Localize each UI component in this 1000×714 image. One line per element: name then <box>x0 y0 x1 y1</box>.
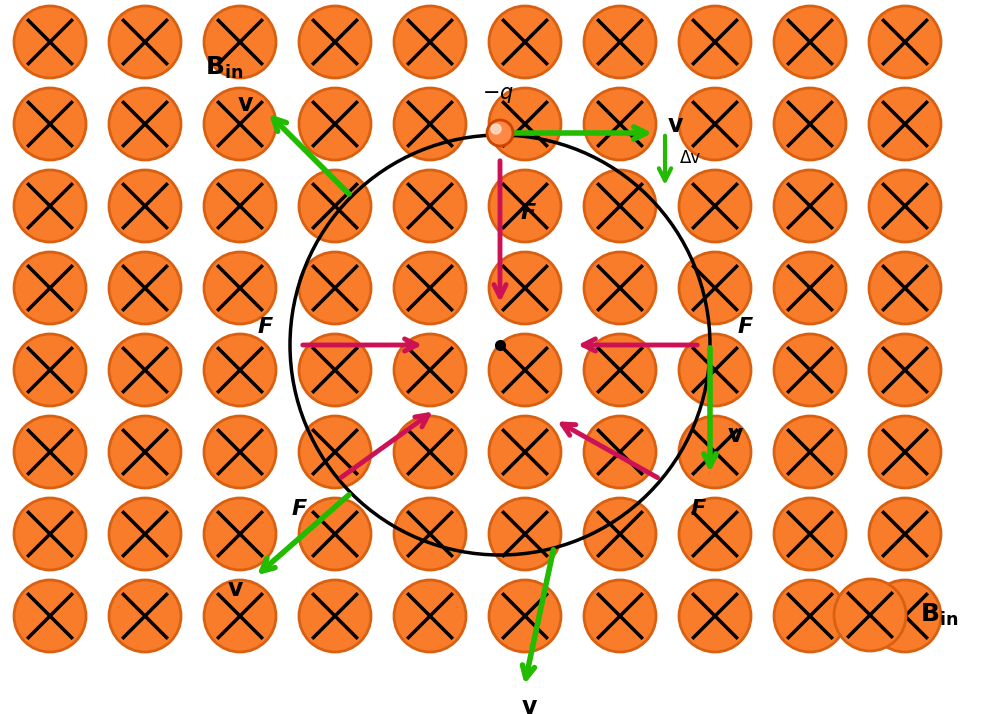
Circle shape <box>204 334 276 406</box>
Circle shape <box>679 6 751 78</box>
Circle shape <box>869 6 941 78</box>
Circle shape <box>109 170 181 242</box>
Text: v: v <box>237 92 253 116</box>
Circle shape <box>679 334 751 406</box>
Circle shape <box>584 88 656 160</box>
Circle shape <box>394 498 466 570</box>
Circle shape <box>109 498 181 570</box>
Circle shape <box>869 88 941 160</box>
Circle shape <box>204 580 276 652</box>
Circle shape <box>489 170 561 242</box>
Circle shape <box>394 580 466 652</box>
Circle shape <box>299 498 371 570</box>
Circle shape <box>584 498 656 570</box>
Circle shape <box>394 88 466 160</box>
Circle shape <box>869 580 941 652</box>
Text: Δv: Δv <box>680 149 701 167</box>
Circle shape <box>584 580 656 652</box>
Circle shape <box>679 88 751 160</box>
Circle shape <box>679 170 751 242</box>
Circle shape <box>299 580 371 652</box>
Circle shape <box>109 580 181 652</box>
Circle shape <box>489 6 561 78</box>
Circle shape <box>14 334 86 406</box>
Circle shape <box>394 6 466 78</box>
Text: v: v <box>727 423 743 447</box>
Text: F: F <box>690 499 706 519</box>
Circle shape <box>584 252 656 324</box>
Circle shape <box>299 416 371 488</box>
Circle shape <box>489 252 561 324</box>
Circle shape <box>489 498 561 570</box>
Text: v: v <box>227 577 243 601</box>
Circle shape <box>869 334 941 406</box>
Circle shape <box>869 170 941 242</box>
Circle shape <box>14 88 86 160</box>
Circle shape <box>109 88 181 160</box>
Circle shape <box>299 170 371 242</box>
Circle shape <box>489 580 561 652</box>
Circle shape <box>679 498 751 570</box>
Circle shape <box>774 416 846 488</box>
Text: F: F <box>737 317 753 337</box>
Circle shape <box>109 334 181 406</box>
Circle shape <box>774 88 846 160</box>
Circle shape <box>204 416 276 488</box>
Circle shape <box>109 252 181 324</box>
Circle shape <box>584 170 656 242</box>
Circle shape <box>869 252 941 324</box>
Circle shape <box>679 416 751 488</box>
Circle shape <box>204 252 276 324</box>
Circle shape <box>204 6 276 78</box>
Circle shape <box>394 334 466 406</box>
Circle shape <box>14 252 86 324</box>
Text: $\mathbf{B}_{\mathbf{in}}$: $\mathbf{B}_{\mathbf{in}}$ <box>920 602 958 628</box>
Text: F: F <box>257 317 273 337</box>
Text: F: F <box>520 203 536 223</box>
Circle shape <box>299 252 371 324</box>
Circle shape <box>394 170 466 242</box>
Text: $-q$: $-q$ <box>482 85 514 105</box>
Circle shape <box>584 416 656 488</box>
Circle shape <box>774 252 846 324</box>
Circle shape <box>584 6 656 78</box>
Text: F: F <box>291 499 307 519</box>
Circle shape <box>204 170 276 242</box>
Circle shape <box>14 6 86 78</box>
Circle shape <box>14 498 86 570</box>
Circle shape <box>394 252 466 324</box>
Circle shape <box>109 416 181 488</box>
Circle shape <box>679 252 751 324</box>
Circle shape <box>394 416 466 488</box>
Circle shape <box>489 88 561 160</box>
Circle shape <box>491 124 501 134</box>
Circle shape <box>489 334 561 406</box>
Circle shape <box>299 88 371 160</box>
Circle shape <box>204 498 276 570</box>
Circle shape <box>679 580 751 652</box>
Circle shape <box>14 580 86 652</box>
Circle shape <box>489 416 561 488</box>
Circle shape <box>487 120 513 146</box>
Circle shape <box>109 6 181 78</box>
Circle shape <box>774 6 846 78</box>
Circle shape <box>299 334 371 406</box>
Circle shape <box>299 6 371 78</box>
Circle shape <box>869 416 941 488</box>
Circle shape <box>204 88 276 160</box>
Circle shape <box>584 334 656 406</box>
Text: v: v <box>667 113 683 137</box>
Text: v: v <box>521 695 537 714</box>
Circle shape <box>869 498 941 570</box>
Circle shape <box>834 579 906 651</box>
Circle shape <box>14 416 86 488</box>
Circle shape <box>774 170 846 242</box>
Circle shape <box>14 170 86 242</box>
Text: $\mathbf{B}_{\mathbf{in}}$: $\mathbf{B}_{\mathbf{in}}$ <box>205 55 243 81</box>
Circle shape <box>774 334 846 406</box>
Circle shape <box>774 498 846 570</box>
Circle shape <box>774 580 846 652</box>
